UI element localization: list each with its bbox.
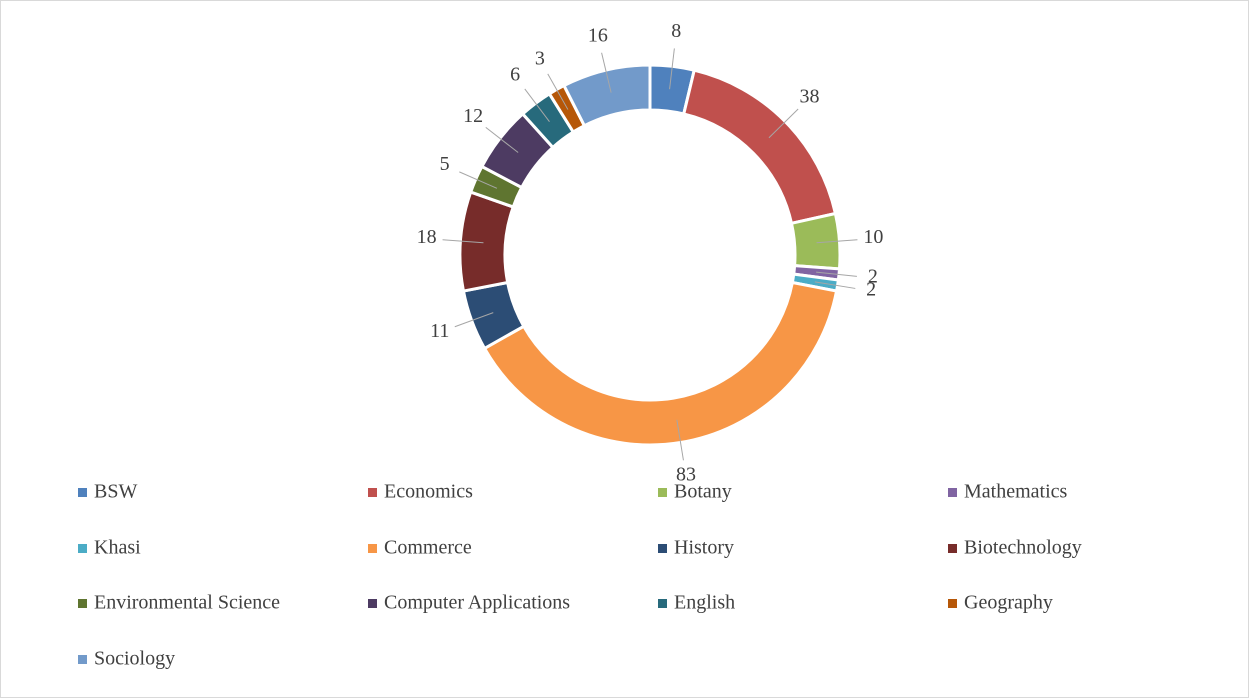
leader-line <box>601 52 612 93</box>
data-label: 8 <box>671 20 681 42</box>
legend-label: English <box>674 592 735 614</box>
doughnut-segment <box>482 280 839 447</box>
legend-swatch <box>368 488 377 497</box>
legend-label: Computer Applications <box>384 592 570 614</box>
data-label: 11 <box>430 320 449 342</box>
legend-swatch <box>78 488 87 497</box>
legend-label: History <box>674 537 734 559</box>
legend-swatch <box>948 488 957 497</box>
legend-label: Geography <box>964 592 1053 614</box>
leader-line <box>814 281 856 289</box>
data-label: 3 <box>535 48 545 70</box>
legend-swatch <box>78 544 87 553</box>
leader-line <box>459 171 498 189</box>
data-label: 6 <box>510 64 520 86</box>
legend-swatch <box>658 544 667 553</box>
legend-swatch <box>948 544 957 553</box>
legend-swatch <box>658 599 667 608</box>
legend-label: Botany <box>674 481 732 503</box>
leader-line <box>547 73 569 110</box>
data-label: 38 <box>800 85 820 107</box>
leader-line <box>442 239 484 244</box>
leader-line <box>485 126 519 153</box>
legend-swatch <box>368 599 377 608</box>
data-label: 5 <box>440 153 450 175</box>
legend-label: Commerce <box>384 537 472 559</box>
data-label: 83 <box>676 464 696 486</box>
legend-label: Environmental Science <box>94 592 280 614</box>
legend-swatch <box>948 599 957 608</box>
legend-label: Sociology <box>94 648 175 670</box>
leader-line <box>816 271 857 277</box>
data-label: 2 <box>868 266 878 288</box>
legend-swatch <box>368 544 377 553</box>
data-label: 12 <box>463 105 483 127</box>
legend-label: Mathematics <box>964 481 1068 503</box>
doughnut-segment <box>561 63 652 128</box>
data-label: 2 <box>866 279 876 301</box>
leader-line <box>669 48 675 90</box>
legend-swatch <box>658 488 667 497</box>
leader-line <box>524 88 550 122</box>
legend-swatch <box>78 655 87 664</box>
data-label: 16 <box>588 25 608 47</box>
legend-label: Economics <box>384 481 473 503</box>
leader-line <box>816 239 858 244</box>
data-label: 10 <box>863 226 883 248</box>
legend-swatch <box>78 599 87 608</box>
data-label: 18 <box>417 226 437 248</box>
leader-line <box>454 312 494 328</box>
legend-label: Khasi <box>94 537 141 559</box>
legend-label: BSW <box>94 481 137 503</box>
leader-line <box>676 419 684 461</box>
leader-line <box>768 108 799 139</box>
legend-label: Biotechnology <box>964 537 1082 559</box>
